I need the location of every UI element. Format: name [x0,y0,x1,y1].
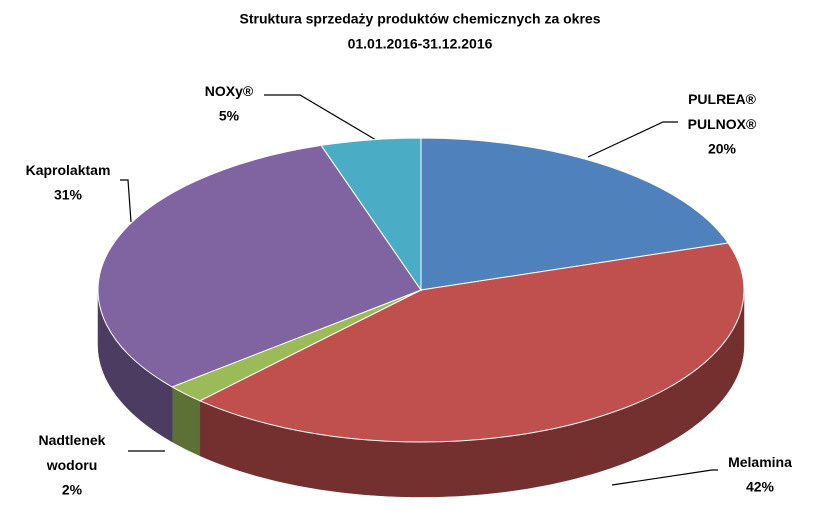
leader-line [587,121,678,158]
label-line: Nadtlenek [39,432,106,448]
slice-label: Melamina [728,454,792,470]
pie [97,137,745,498]
chart-title: Struktura sprzedaży produktów chemicznyc… [240,11,601,27]
label-line: Melamina [728,454,792,470]
value-label: 2% [62,482,83,498]
slice [198,242,745,443]
slice [420,137,730,291]
slice [97,144,422,388]
leader-line [264,94,377,141]
label-line: NOXy® [205,83,254,99]
slice-label: NOXy® [205,83,254,99]
value-label: 42% [746,479,775,495]
leaders [120,94,718,486]
leader-line [120,179,132,223]
pie-tops [97,137,745,443]
label-line: PULREA® [688,91,757,107]
slice-label: Nadtlenek wodoru [39,432,106,473]
value-label: 5% [219,108,240,124]
value-label: 31% [54,187,83,203]
value-label: 20% [708,141,737,157]
slice [320,137,422,292]
slice-label: PULREA® PULNOX® [688,91,757,132]
label-line: wodoru [46,457,98,473]
slice-label: Kaprolaktam [26,162,111,178]
leader-line [611,469,718,486]
chart-title: 01.01.2016-31.12.2016 [348,36,493,52]
label-line: PULNOX® [688,116,757,132]
label-line: Kaprolaktam [26,162,111,178]
